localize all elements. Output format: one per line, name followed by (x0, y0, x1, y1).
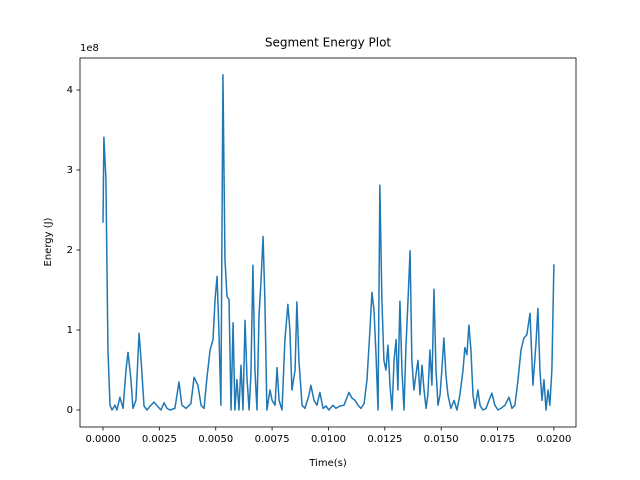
y-axis-label: Energy (J) (43, 217, 54, 266)
x-tick-label: 0.0050 (198, 434, 233, 445)
y-tick-label: 1 (67, 325, 73, 336)
x-tick-label: 0.0075 (255, 434, 290, 445)
plot-frame (79, 57, 577, 428)
y-tick-label: 3 (67, 165, 73, 176)
x-tick-label: 0.0100 (311, 434, 346, 445)
x-axis-label: Time(s) (308, 458, 347, 469)
y-tick-label: 0 (67, 405, 73, 416)
y-tick-label: 4 (67, 85, 73, 96)
y-offset-label: 1e8 (80, 43, 99, 54)
x-tick-label: 0.0175 (480, 434, 515, 445)
chart-title: Segment Energy Plot (265, 36, 392, 50)
x-tick-label: 0.0150 (424, 434, 459, 445)
x-tick-label: 0.0125 (367, 434, 402, 445)
line (102, 74, 555, 411)
y-tick-label: 2 (67, 245, 73, 256)
x-tick-label: 0.0200 (536, 434, 571, 445)
x-tick-label: 0.0000 (85, 434, 120, 445)
x-tick-label: 0.0025 (142, 434, 177, 445)
